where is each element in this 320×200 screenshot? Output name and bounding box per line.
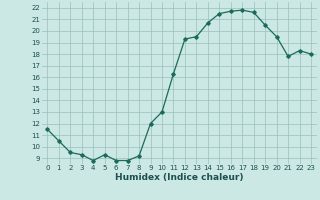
X-axis label: Humidex (Indice chaleur): Humidex (Indice chaleur) — [115, 173, 244, 182]
